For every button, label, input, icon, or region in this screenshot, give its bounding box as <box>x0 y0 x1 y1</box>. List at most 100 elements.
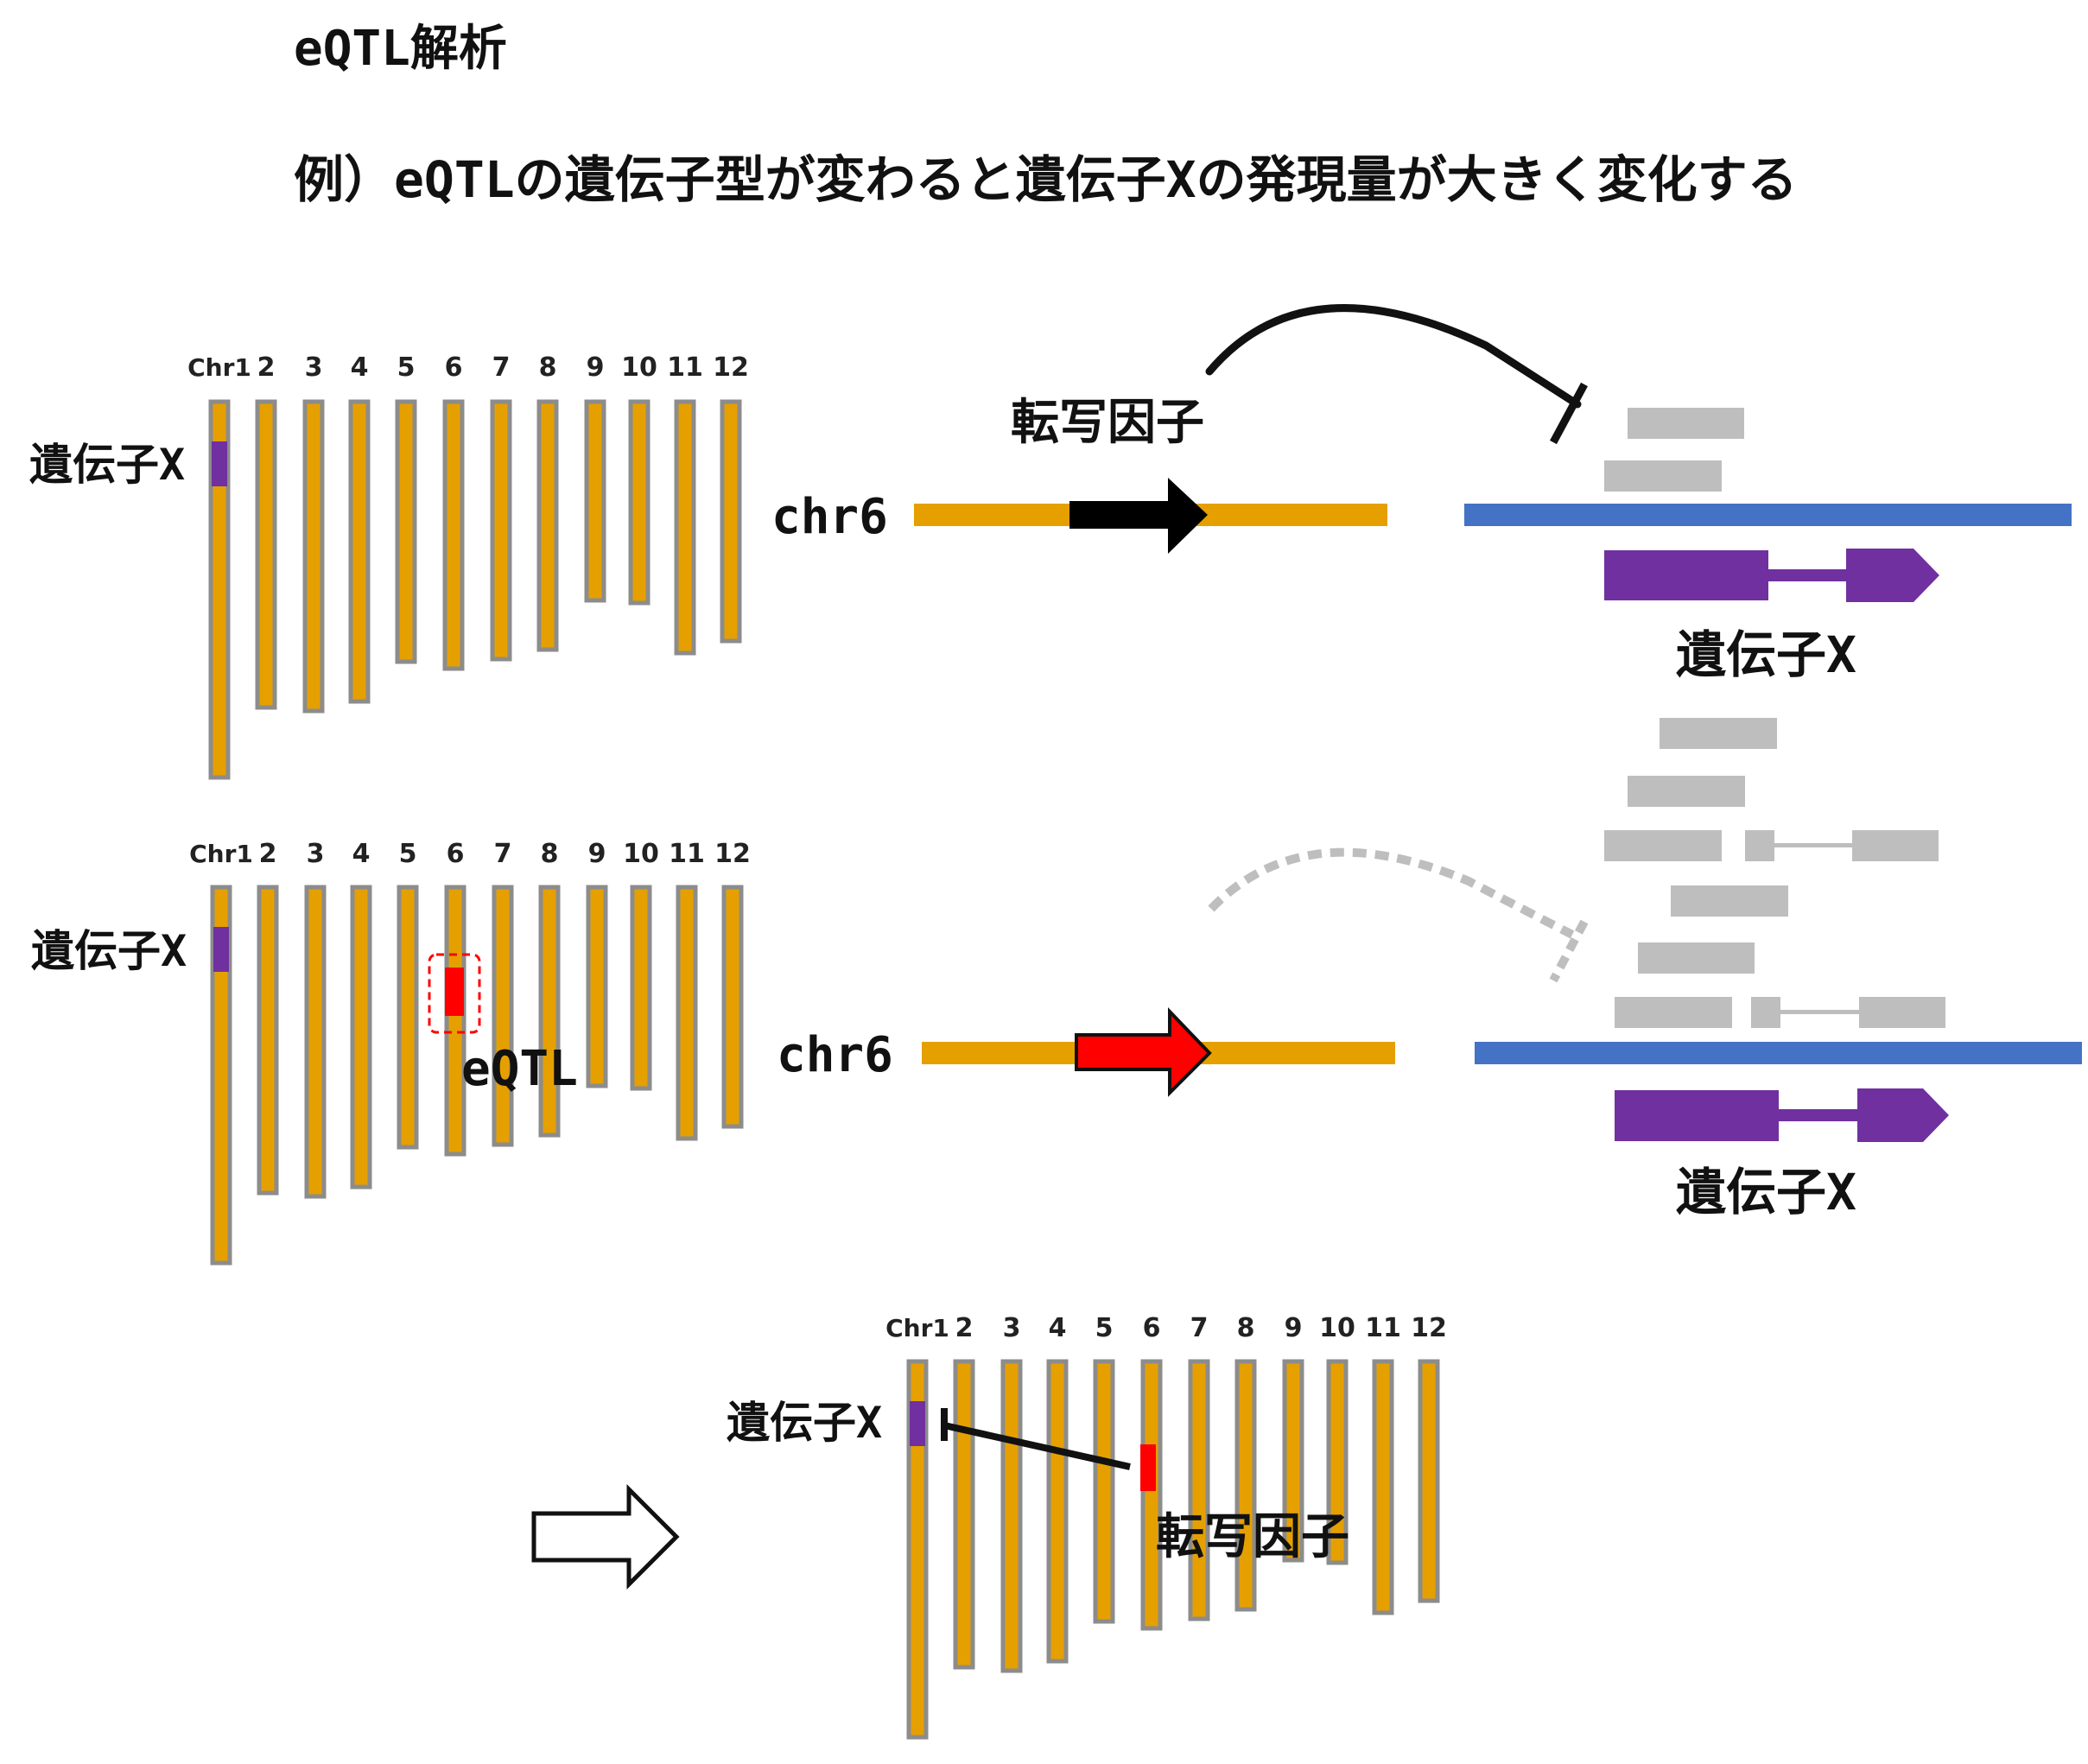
t-bar-inhibition-icon-weakened <box>1549 919 1589 983</box>
chromosome-label: 2 <box>257 352 276 383</box>
chromosome-label: 5 <box>1095 1313 1114 1343</box>
chr6-label-top: chr6 <box>771 489 888 545</box>
chromosome-set-reference: Chr1 2 3 4 5 6 7 8 9 10 11 12 <box>187 352 749 780</box>
repression-curve-weakened <box>1208 847 1575 939</box>
gene-x-label-locus-top: 遺伝子X <box>1676 625 1856 684</box>
chromosome-9 <box>584 399 606 603</box>
chromosome-label: 11 <box>1365 1313 1401 1343</box>
chromosome-label: 8 <box>541 839 559 869</box>
chromosome-label: Chr1 <box>189 840 253 868</box>
chromosome-4 <box>348 399 371 704</box>
gene-locus-line-middle <box>1475 1042 2082 1064</box>
chromosome-label: 6 <box>1143 1313 1161 1343</box>
chromosome-3 <box>1000 1359 1023 1673</box>
eqtl-marker-bottom <box>1140 1444 1156 1491</box>
transcript-high-6 <box>1615 997 1945 1028</box>
chromosome-10 <box>630 885 652 1091</box>
transcript-low-1 <box>1628 408 1744 439</box>
page-subtitle: 例）eQTLの遺伝子型が変わると遺伝子Xの発現量が大きく変化する <box>294 150 1798 209</box>
chromosome-label: 2 <box>955 1313 974 1343</box>
eqtl-marker-middle <box>445 968 464 1016</box>
chromosome-12 <box>720 399 742 644</box>
eqtl-highlight-box <box>428 953 481 1034</box>
eqtl-label: eQTL <box>461 1041 578 1097</box>
chromosome-set-variant: Chr1 2 3 4 5 6 7 8 9 10 11 12 <box>189 839 751 1266</box>
tf-arrow-reference <box>1069 478 1208 554</box>
chromosome-label: 12 <box>713 352 749 383</box>
chromosome-12 <box>1418 1359 1440 1603</box>
chromosome-label: 10 <box>1319 1313 1355 1343</box>
transcript-high-2 <box>1628 776 1745 807</box>
chromosome-8 <box>538 885 561 1138</box>
chromosome-9 <box>586 885 608 1088</box>
chromosome-7 <box>492 885 514 1147</box>
chromosome-3 <box>302 399 325 714</box>
chromosome-6 <box>1140 1359 1163 1631</box>
chromosome-5 <box>395 399 417 664</box>
transcript-high-5 <box>1638 942 1755 974</box>
gene-x-label-top: 遺伝子X <box>29 440 185 490</box>
chromosome-label: 6 <box>447 839 465 869</box>
chromosome-11 <box>1372 1359 1394 1615</box>
chromosome-11 <box>674 399 696 656</box>
chromosome-12 <box>721 885 744 1129</box>
chromosome-label: 12 <box>1411 1313 1447 1343</box>
chromosome-2 <box>257 885 279 1196</box>
t-bar-inhibition-icon <box>1550 382 1588 445</box>
chromosome-label: Chr1 <box>187 353 251 382</box>
chromosome-label: 3 <box>305 352 323 383</box>
chromosome-label: Chr1 <box>885 1314 949 1342</box>
chromosome-2 <box>953 1359 975 1670</box>
chromosome-5 <box>397 885 419 1150</box>
chromosome-5 <box>1093 1359 1115 1624</box>
chromosome-6 <box>442 399 465 671</box>
gene-x-label-locus-middle: 遺伝子X <box>1676 1163 1856 1221</box>
transcript-high-3 <box>1604 830 1939 861</box>
chromosome-label: 7 <box>1190 1313 1209 1343</box>
chromosome-2 <box>255 399 277 710</box>
chromosome-4 <box>1046 1359 1069 1664</box>
chromosome-label: 10 <box>621 352 657 383</box>
chromosome-label: 8 <box>539 352 557 383</box>
chromosome-7 <box>490 399 512 662</box>
outline-right-arrow-icon <box>531 1483 680 1590</box>
gene-x-model-middle <box>1615 1088 1949 1142</box>
chromosome-label: 9 <box>588 839 606 869</box>
chromosome-label: 4 <box>352 839 371 869</box>
chromosome-3 <box>304 885 327 1199</box>
chromosome-10 <box>1326 1359 1349 1565</box>
gene-x-label-middle: 遺伝子X <box>31 926 187 976</box>
chromosome-label: 2 <box>259 839 277 869</box>
tf-label-bottom: 転写因子 <box>1156 1509 1349 1565</box>
chromosome-1 <box>210 885 232 1266</box>
chromosome-9 <box>1282 1359 1304 1563</box>
chromosome-7 <box>1188 1359 1210 1621</box>
chromosome-label: 4 <box>1049 1313 1067 1343</box>
chromosome-label: 4 <box>351 352 369 383</box>
chromosome-1 <box>208 399 231 780</box>
gene-x-marker <box>212 441 227 486</box>
chromosome-label: 6 <box>445 352 463 383</box>
tf-label-top: 転写因子 <box>1011 395 1204 451</box>
chromosome-label: 10 <box>623 839 659 869</box>
chromosome-label: 9 <box>587 352 605 383</box>
chromosome-label: 11 <box>669 839 705 869</box>
transcript-low-2 <box>1604 460 1722 492</box>
transcript-high-1 <box>1660 718 1777 749</box>
chromosome-label: 8 <box>1237 1313 1255 1343</box>
chromosome-label: 7 <box>492 352 511 383</box>
chromosome-1 <box>906 1359 929 1740</box>
gene-x-label-bottom: 遺伝子X <box>727 1398 882 1448</box>
tf-arrow-variant <box>1075 1007 1212 1097</box>
chromosome-label: 12 <box>714 839 751 869</box>
chr6-label-middle: chr6 <box>777 1027 893 1083</box>
chromosome-label: 5 <box>399 839 417 869</box>
chromosome-label: 3 <box>307 839 325 869</box>
page-title: eQTL解析 <box>294 21 507 77</box>
chromosome-4 <box>350 885 372 1190</box>
chromosome-label: 9 <box>1285 1313 1303 1343</box>
gene-x-marker <box>910 1401 925 1446</box>
chromosome-label: 5 <box>397 352 416 383</box>
chromosome-label: 3 <box>1003 1313 1021 1343</box>
